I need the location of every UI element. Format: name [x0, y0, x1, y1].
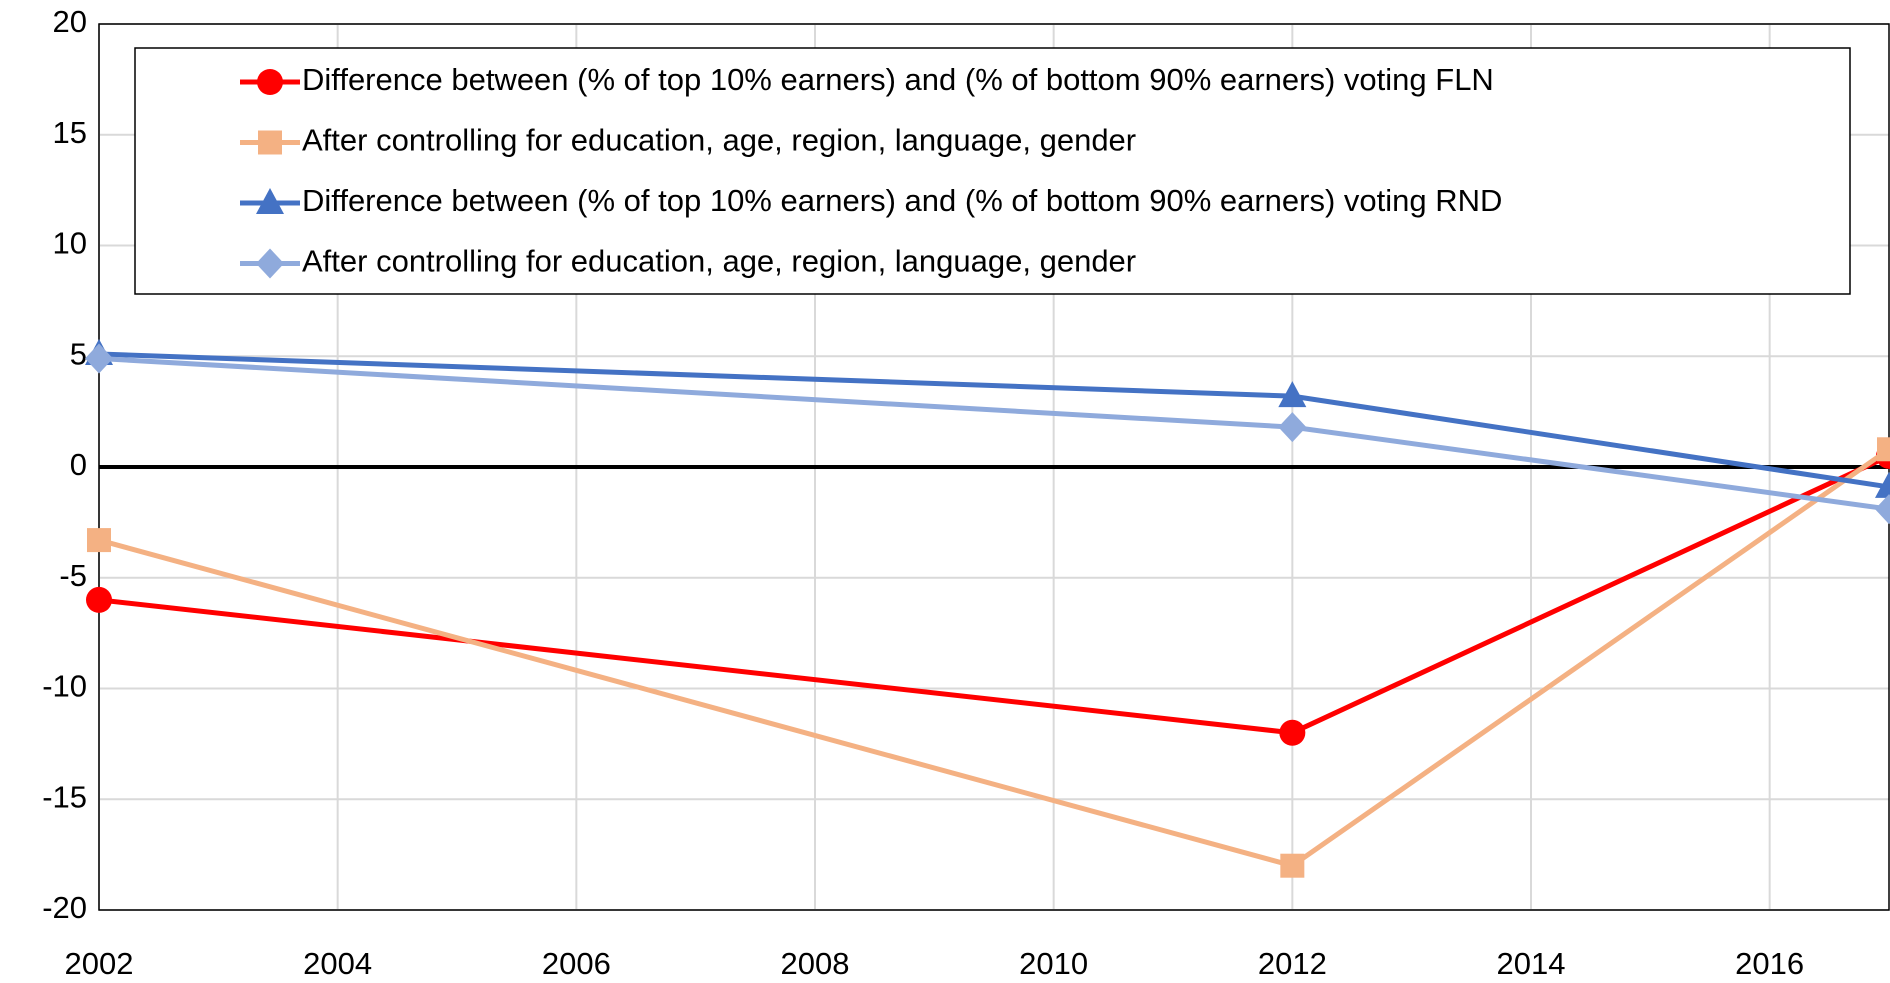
marker — [1278, 381, 1307, 408]
y-tick-label: 0 — [70, 447, 87, 482]
series-line — [98, 355, 1890, 512]
x-tick-label: 2012 — [1258, 946, 1327, 981]
legend-box — [134, 47, 1851, 295]
marker — [1279, 719, 1306, 746]
marker — [87, 528, 111, 553]
legend-marker — [258, 130, 282, 155]
y-tick-label: 10 — [53, 226, 87, 261]
legend-marker — [256, 188, 284, 214]
legend-label: Difference between (% of top 10% earners… — [302, 62, 1494, 97]
marker — [1280, 853, 1305, 878]
x-tick-label: 2006 — [542, 946, 611, 981]
x-tick-label: 2016 — [1735, 946, 1804, 981]
marker — [1877, 437, 1890, 462]
x-tick-label: 2004 — [303, 946, 372, 981]
legend-marker — [256, 248, 284, 279]
x-tick-label: 2014 — [1497, 946, 1566, 981]
series-line — [98, 447, 1890, 869]
x-tick-label: 2010 — [1019, 946, 1088, 981]
x-tick-label: 2008 — [781, 946, 850, 981]
marker — [1875, 494, 1890, 525]
y-tick-label: 20 — [53, 4, 87, 39]
y-tick-label: -20 — [42, 890, 87, 925]
y-tick-label: 15 — [53, 115, 87, 150]
series — [86, 442, 1890, 746]
y-tick-label: -5 — [59, 558, 87, 593]
x-tick-label: 2002 — [65, 946, 134, 981]
y-tick-label: 5 — [70, 336, 87, 371]
series — [87, 437, 1890, 878]
y-tick-label: -15 — [42, 779, 87, 814]
marker — [1278, 412, 1307, 443]
legend-label: After controlling for education, age, re… — [302, 244, 1136, 279]
legend-label: After controlling for education, age, re… — [302, 123, 1136, 158]
series-line — [98, 453, 1890, 736]
series — [85, 343, 1890, 525]
marker — [85, 343, 113, 374]
legend-marker — [257, 69, 283, 95]
legend-label: Difference between (% of top 10% earners… — [302, 183, 1502, 218]
y-tick-label: -10 — [42, 669, 87, 704]
marker — [1875, 471, 1890, 498]
marker — [86, 586, 112, 613]
